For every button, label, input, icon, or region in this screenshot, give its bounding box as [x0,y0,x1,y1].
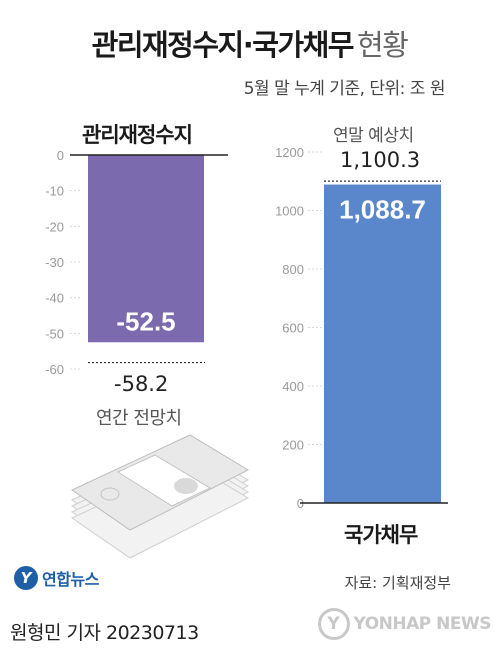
right-reference-value: 1,100.3 [340,148,421,172]
left-chart-title: 관리재정수지 [82,123,193,147]
page-title: 관리재정수지·국가채무 현황 [0,22,499,64]
left-y-tick-label: -40 [45,291,64,306]
title-main: 관리재정수지·국가채무 [91,28,355,62]
unit-note: 5월 말 누계 기준, 단위: 조 원 [243,79,446,99]
yonhap-logo-icon: Y [14,566,38,590]
left-y-tick-label: -10 [45,184,64,199]
yonhap-news-logo-icon: Y [317,608,350,640]
right-reference-label: 연말 예상치 [333,126,414,146]
yonhap-news-logo: Y YONHAP NEWS [317,608,492,640]
left-reference-label: 연간 전망치 [96,408,182,429]
right-y-tick-label: 400 [282,379,304,394]
title-suffix: 현황 [356,28,409,62]
right-y-tick-label: 600 [282,321,304,336]
left-y-tick-label: -60 [45,362,64,377]
left-y-tick-label: -50 [45,326,64,341]
left-bar-value-label: -52.5 [116,306,175,336]
left-reference-value: -58.2 [114,372,169,396]
yonhap-logo: Y 연합뉴스 [14,566,99,590]
right-chart-title: 국가채무 [344,523,418,547]
left-y-tick-label: -20 [45,219,64,234]
left-bar [88,155,204,343]
banknote-stack-icon [70,434,250,559]
right-y-tick-label: 1000 [275,204,304,219]
left-chart: 0 -10 -20 -30 -40 -50 -60 -52.5 [45,148,228,377]
left-y-tick-label: 0 [57,148,64,163]
right-bar-value-label: 1,088.7 [339,195,426,225]
yonhap-news-logo-text: YONHAP NEWS [353,614,492,634]
yonhap-logo-text: 연합뉴스 [42,570,99,589]
source-note: 자료: 기획재정부 [344,574,451,592]
byline: 원형민 기자 20230713 [10,622,199,644]
left-y-tick-label: -30 [45,255,64,270]
right-y-tick-label: 200 [282,438,304,453]
right-chart: 0200400600800100012001,088.7 [275,145,448,511]
right-y-tick-label: 1200 [275,145,304,160]
right-bar [324,184,441,504]
right-y-tick-label: 800 [282,262,304,277]
